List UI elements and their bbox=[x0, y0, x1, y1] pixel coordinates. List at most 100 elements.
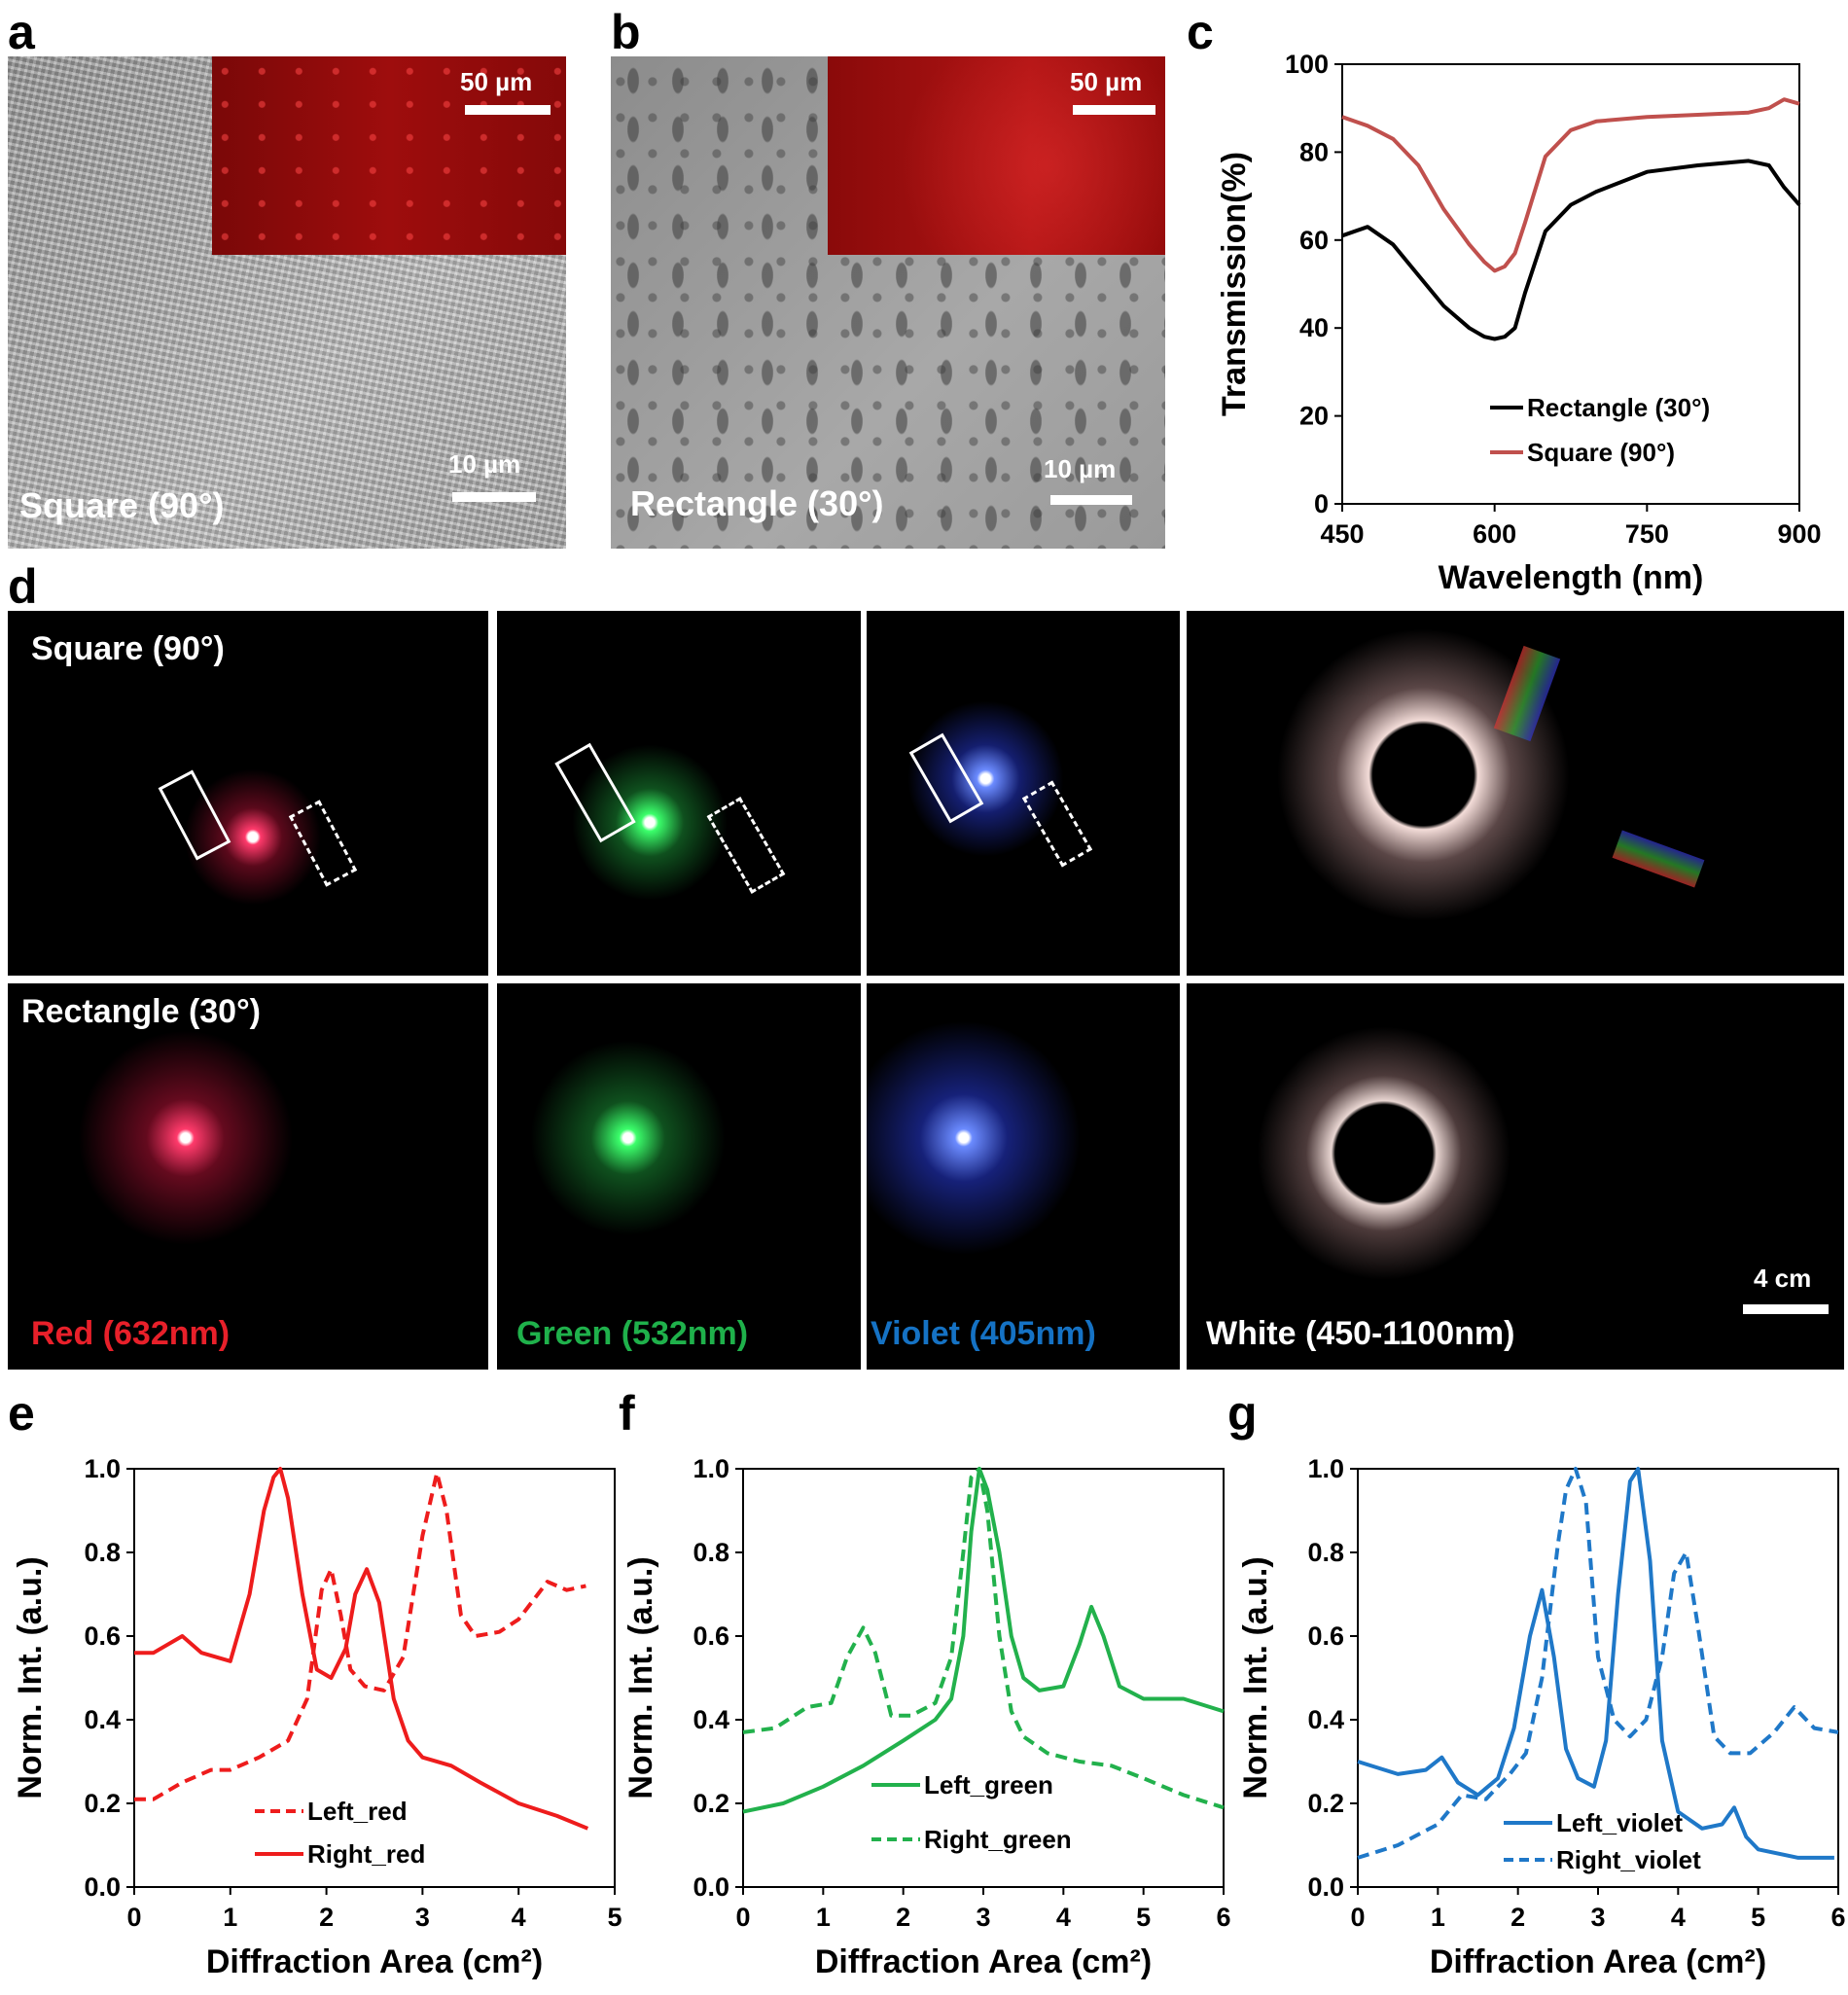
legend-label: Rectangle (30°) bbox=[1527, 393, 1710, 422]
column-label-white: White (450-1100nm) bbox=[1206, 1315, 1515, 1352]
y-axis-label: Norm. Int. (a.u.) bbox=[12, 1556, 49, 1799]
series-line-rectangle-30- bbox=[1341, 159, 1801, 341]
white-rectangle-pattern: White (450-1100nm) 4 cm bbox=[1187, 983, 1844, 1370]
x-axis-label: Diffraction Area (cm²) bbox=[815, 1943, 1152, 1980]
x-tick-label: 2 bbox=[896, 1903, 910, 1932]
y-tick-label: 0.0 bbox=[693, 1872, 729, 1902]
y-tick-label: 20 bbox=[1299, 402, 1329, 431]
y-tick-label: 0 bbox=[1314, 489, 1329, 518]
panel-label-e: e bbox=[8, 1386, 35, 1441]
panel-b-caption: Rectangle (30°) bbox=[630, 483, 884, 523]
y-tick-label: 0.2 bbox=[693, 1789, 729, 1818]
legend-label: Right_violet bbox=[1556, 1845, 1701, 1874]
panel-label-g: g bbox=[1227, 1386, 1258, 1441]
y-tick-label: 0.2 bbox=[84, 1789, 121, 1818]
scalebar-label: 10 µm bbox=[1044, 454, 1117, 483]
x-tick-label: 0 bbox=[1350, 1903, 1365, 1932]
plot-frame bbox=[133, 1468, 616, 1888]
green-rectangle-pattern: Green (532nm) bbox=[497, 983, 861, 1370]
x-axis-label: Wavelength (nm) bbox=[1439, 559, 1704, 596]
y-tick-label: 0.6 bbox=[84, 1621, 121, 1651]
row-label-square: Square (90°) bbox=[31, 630, 225, 667]
series-line-right-red bbox=[134, 1467, 589, 1831]
y-tick-label: 0.4 bbox=[693, 1705, 729, 1734]
scalebar-label: 4 cm bbox=[1754, 1264, 1812, 1293]
scalebar bbox=[1050, 495, 1132, 505]
column-label-green: Green (532nm) bbox=[516, 1315, 749, 1352]
x-tick-label: 6 bbox=[1216, 1903, 1230, 1932]
y-tick-label: 0.0 bbox=[84, 1872, 121, 1902]
y-tick-label: 1.0 bbox=[1307, 1454, 1344, 1483]
series-line-left-red bbox=[134, 1471, 586, 1801]
y-tick-label: 0.6 bbox=[693, 1621, 729, 1651]
y-tick-label: 0.4 bbox=[84, 1705, 121, 1734]
y-tick-label: 60 bbox=[1299, 226, 1329, 255]
chart-e: 0 1 2 3 4 5 0.0 0.2 0.4 0.6 0.8 1.0 Left_red Right_re… bbox=[12, 1454, 622, 1980]
y-tick-label: 100 bbox=[1285, 50, 1329, 79]
legend-label: Right_green bbox=[924, 1825, 1072, 1854]
rectangle-micrograph: 50 µm 10 µm Rectangle (30°) bbox=[611, 56, 1165, 549]
x-tick-label: 5 bbox=[607, 1903, 622, 1932]
violet-square-pattern bbox=[867, 611, 1180, 976]
series-line-right-violet bbox=[1357, 1467, 1839, 1860]
y-axis-label: Norm. Int. (a.u.) bbox=[1237, 1556, 1274, 1799]
panel-label-d: d bbox=[8, 559, 38, 614]
x-tick-label: 3 bbox=[415, 1903, 430, 1932]
fluorescence-inset bbox=[828, 56, 1165, 255]
violet-rectangle-pattern: Violet (405nm) bbox=[867, 983, 1180, 1370]
x-tick-label: 3 bbox=[1590, 1903, 1605, 1932]
series-line-left-green bbox=[742, 1467, 1225, 1814]
inset-scalebar bbox=[465, 105, 551, 115]
y-tick-label: 40 bbox=[1299, 313, 1329, 342]
y-tick-label: 0.8 bbox=[84, 1538, 121, 1567]
right-order-box bbox=[288, 800, 358, 887]
diffraction-streak bbox=[1612, 830, 1705, 888]
series-line-left-violet bbox=[1357, 1467, 1834, 1860]
y-axis-label: Transmission(%) bbox=[1216, 152, 1253, 416]
inset-scalebar bbox=[1073, 105, 1155, 115]
x-tick-label: 6 bbox=[1830, 1903, 1845, 1932]
inset-scalebar-label: 50 µm bbox=[460, 67, 533, 96]
series-line-square-90- bbox=[1341, 97, 1800, 273]
scalebar bbox=[452, 492, 536, 502]
x-axis-label: Diffraction Area (cm²) bbox=[1430, 1943, 1766, 1980]
panel-label-b: b bbox=[611, 5, 641, 59]
x-tick-label: 5 bbox=[1751, 1903, 1765, 1932]
square-micrograph: 50 µm 10 µm Square (90°) bbox=[8, 56, 566, 549]
y-tick-label: 80 bbox=[1299, 137, 1329, 166]
right-order-box bbox=[1021, 780, 1093, 868]
inset-scalebar-label: 50 µm bbox=[1070, 67, 1143, 96]
y-tick-label: 0.8 bbox=[693, 1538, 729, 1567]
column-label-violet: Violet (405nm) bbox=[871, 1315, 1096, 1352]
x-tick-label: 1 bbox=[223, 1903, 237, 1932]
diffraction-streak bbox=[1493, 645, 1561, 742]
left-order-box bbox=[158, 769, 231, 861]
x-tick-label: 1 bbox=[1431, 1903, 1445, 1932]
legend-label: Right_red bbox=[307, 1839, 425, 1869]
x-tick-label: 2 bbox=[319, 1903, 334, 1932]
x-tick-label: 0 bbox=[126, 1903, 141, 1932]
x-tick-label: 450 bbox=[1320, 519, 1364, 549]
legend-label: Left_red bbox=[307, 1797, 408, 1826]
y-tick-label: 0.6 bbox=[1307, 1621, 1344, 1651]
x-tick-label: 4 bbox=[1056, 1903, 1071, 1932]
series-line-right-green bbox=[742, 1467, 1225, 1810]
panel-label-a: a bbox=[8, 5, 35, 59]
left-order-box bbox=[908, 732, 984, 824]
red-rectangle-pattern: Rectangle (30°) Red (632nm) bbox=[8, 983, 488, 1370]
legend-label: Left_violet bbox=[1556, 1808, 1683, 1837]
legend-label: Square (90°) bbox=[1527, 438, 1675, 467]
x-tick-label: 0 bbox=[735, 1903, 750, 1932]
panel-label-f: f bbox=[619, 1386, 635, 1441]
plot-frame bbox=[1341, 63, 1800, 505]
x-tick-label: 900 bbox=[1777, 519, 1821, 549]
panel-label-c: c bbox=[1187, 5, 1214, 59]
x-tick-label: 1 bbox=[816, 1903, 831, 1932]
x-tick-label: 750 bbox=[1625, 519, 1669, 549]
left-order-box bbox=[554, 742, 636, 843]
y-tick-label: 0.8 bbox=[1307, 1538, 1344, 1567]
legend-label: Left_green bbox=[924, 1770, 1053, 1799]
x-tick-label: 4 bbox=[512, 1903, 526, 1932]
x-tick-label: 3 bbox=[976, 1903, 990, 1932]
x-tick-label: 5 bbox=[1136, 1903, 1151, 1932]
